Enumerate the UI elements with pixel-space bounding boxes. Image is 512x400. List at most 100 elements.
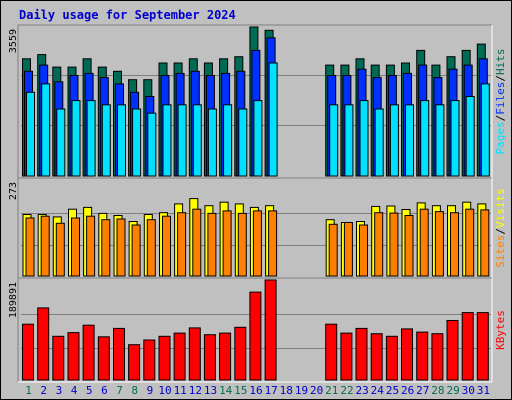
bar-pages-day-16 bbox=[253, 100, 263, 177]
bar-pages-day-27 bbox=[420, 100, 430, 177]
bar-kbytes-day-14 bbox=[219, 332, 232, 381]
x-tick-label-day-6: 6 bbox=[101, 384, 108, 397]
bar-kbytes-day-28 bbox=[431, 333, 444, 381]
bar-sites-day-8 bbox=[131, 224, 141, 277]
bar-sites-day-21 bbox=[328, 223, 338, 277]
bar-sites-day-7 bbox=[116, 218, 126, 277]
bar-pages-day-23 bbox=[359, 100, 369, 177]
bar-kbytes-day-21 bbox=[325, 323, 338, 381]
x-tick-label-day-26: 26 bbox=[401, 384, 414, 397]
x-tick-label-day-20: 20 bbox=[310, 384, 323, 397]
bar-sites-day-14 bbox=[222, 210, 232, 277]
bar-pages-day-5 bbox=[86, 100, 96, 177]
bar-pages-day-8 bbox=[132, 108, 142, 177]
x-tick-label-day-1: 1 bbox=[25, 384, 32, 397]
bar-sites-day-10 bbox=[162, 215, 171, 277]
bar-sites-day-31 bbox=[480, 209, 490, 277]
bar-pages-day-26 bbox=[405, 104, 414, 177]
bar-sites-day-29 bbox=[450, 212, 459, 277]
bar-sites-day-28 bbox=[434, 211, 444, 277]
bar-kbytes-day-22 bbox=[340, 332, 353, 381]
legend-separator: / bbox=[494, 75, 507, 82]
bar-pages-day-7 bbox=[117, 104, 126, 177]
bar-kbytes-day-7 bbox=[113, 327, 125, 381]
ymax-label-1: 3559 bbox=[8, 29, 19, 53]
bar-pages-day-14 bbox=[223, 104, 233, 177]
legend-item-hits: Hits bbox=[494, 49, 507, 76]
bar-kbytes-day-2 bbox=[37, 307, 50, 381]
bar-kbytes-day-6 bbox=[97, 336, 110, 381]
x-tick-label-day-10: 10 bbox=[158, 384, 171, 397]
x-tick-label-day-31: 31 bbox=[477, 384, 490, 397]
x-tick-label-day-27: 27 bbox=[416, 384, 429, 397]
x-tick-label-day-21: 21 bbox=[325, 384, 338, 397]
x-tick-label-day-13: 13 bbox=[204, 384, 217, 397]
bar-kbytes-day-29 bbox=[446, 320, 459, 381]
bar-kbytes-day-26 bbox=[401, 328, 413, 381]
x-tick-label-day-18: 18 bbox=[280, 384, 293, 397]
bar-kbytes-day-31 bbox=[476, 312, 489, 381]
bar-sites-day-12 bbox=[192, 208, 202, 277]
bar-kbytes-day-9 bbox=[143, 339, 156, 381]
x-tick-label-day-25: 25 bbox=[386, 384, 399, 397]
x-tick-label-day-4: 4 bbox=[71, 384, 78, 397]
bar-pages-day-11 bbox=[177, 104, 187, 177]
x-tick-label-day-16: 16 bbox=[249, 384, 262, 397]
x-tick-label-day-28: 28 bbox=[431, 384, 444, 397]
x-tick-label-day-11: 11 bbox=[174, 384, 187, 397]
x-tick-label-day-24: 24 bbox=[371, 384, 385, 397]
bar-pages-day-6 bbox=[101, 104, 111, 177]
x-tick-label-day-2: 2 bbox=[40, 384, 47, 397]
bar-sites-day-4 bbox=[71, 217, 80, 277]
bar-kbytes-day-10 bbox=[158, 335, 171, 381]
legend-item-visits: Visits bbox=[494, 188, 507, 228]
bar-sites-day-25 bbox=[389, 212, 399, 277]
bar-kbytes-day-12 bbox=[188, 327, 201, 381]
legend-item-files: Files bbox=[494, 82, 507, 115]
bar-kbytes-day-11 bbox=[173, 332, 186, 381]
bar-pages-day-31 bbox=[480, 83, 490, 177]
bar-sites-day-15 bbox=[237, 212, 247, 277]
bar-pages-day-30 bbox=[465, 96, 475, 177]
bar-sites-day-17 bbox=[268, 210, 278, 277]
bar-sites-day-26 bbox=[404, 215, 414, 277]
x-tick-label-day-23: 23 bbox=[355, 384, 368, 397]
legend-item-pages: Pages bbox=[494, 121, 507, 154]
legend-3: KBytes bbox=[494, 310, 507, 350]
bar-sites-day-24 bbox=[374, 212, 384, 277]
bar-pages-day-1 bbox=[26, 91, 35, 177]
x-tick-label-day-17: 17 bbox=[265, 384, 278, 397]
legend-item-sites: Sites bbox=[494, 235, 507, 268]
x-tick-label-day-30: 30 bbox=[462, 384, 475, 397]
bar-pages-day-22 bbox=[344, 104, 354, 177]
bar-pages-day-4 bbox=[71, 100, 81, 177]
x-tick-label-day-7: 7 bbox=[116, 384, 123, 397]
bar-kbytes-day-16 bbox=[249, 291, 262, 381]
bar-sites-day-5 bbox=[86, 215, 96, 277]
bar-pages-day-2 bbox=[41, 83, 51, 177]
legend-1: Pages/Files/Hits bbox=[494, 49, 507, 155]
x-tick-label-day-9: 9 bbox=[147, 384, 154, 397]
bar-pages-day-3 bbox=[56, 108, 66, 177]
bar-kbytes-day-27 bbox=[416, 331, 429, 381]
bar-kbytes-day-25 bbox=[385, 335, 398, 381]
x-tick-label-day-5: 5 bbox=[86, 384, 93, 397]
bar-pages-day-9 bbox=[147, 112, 157, 177]
panel-3: 189891 KBytes bbox=[8, 277, 507, 383]
x-tick-label-day-19: 19 bbox=[295, 384, 308, 397]
ymax-label-3: 189891 bbox=[8, 282, 19, 318]
bar-sites-day-27 bbox=[419, 208, 429, 277]
x-tick-label-day-8: 8 bbox=[131, 384, 138, 397]
bar-kbytes-day-15 bbox=[234, 326, 247, 381]
bar-sites-day-11 bbox=[177, 212, 187, 277]
x-tick-label-day-15: 15 bbox=[234, 384, 247, 397]
legend-separator: / bbox=[494, 115, 507, 122]
bar-pages-day-24 bbox=[374, 108, 384, 177]
bar-pages-day-13 bbox=[207, 108, 217, 177]
x-tick-label-day-29: 29 bbox=[446, 384, 459, 397]
bar-pages-day-25 bbox=[389, 104, 399, 177]
bar-pages-day-21 bbox=[329, 104, 339, 177]
x-tick-label-day-12: 12 bbox=[189, 384, 202, 397]
